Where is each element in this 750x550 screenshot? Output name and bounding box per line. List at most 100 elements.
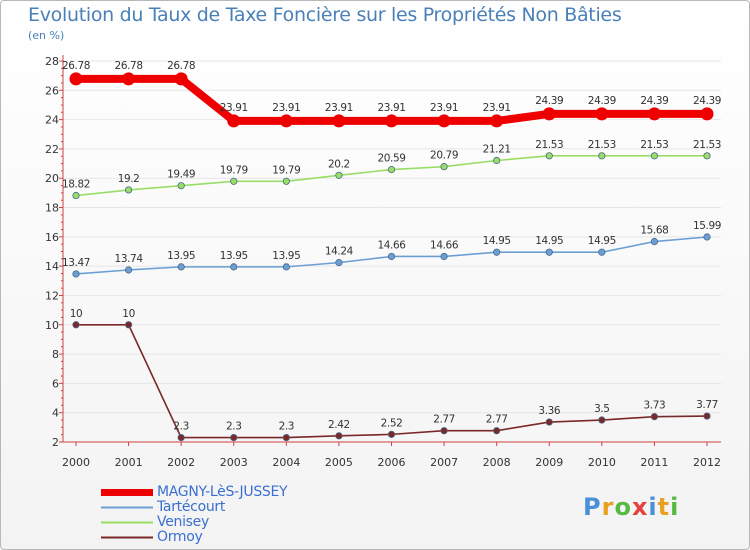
y-tick-label: 10: [45, 319, 59, 332]
data-point: [598, 152, 606, 160]
data-label: 14.95: [535, 235, 563, 247]
data-point: [440, 252, 448, 261]
data-point: [385, 114, 398, 128]
data-point: [387, 430, 396, 438]
data-label: 26.78: [115, 60, 143, 72]
legend-item: Tartécourt: [101, 500, 287, 515]
data-label: 19.79: [220, 164, 248, 176]
data-point: [650, 237, 659, 246]
y-tick-label: 8: [52, 348, 59, 361]
data-label: 19.79: [272, 164, 300, 176]
data-point: [545, 152, 553, 160]
legend-swatch: [101, 489, 153, 496]
data-label: 21.21: [483, 143, 511, 155]
data-label: 23.91: [430, 102, 458, 114]
data-label: 2.3: [279, 421, 295, 433]
data-label: 10: [70, 308, 83, 320]
data-label: 14.24: [325, 246, 354, 258]
data-label: 24.39: [693, 95, 721, 107]
legend-swatch: [101, 521, 153, 524]
data-point: [177, 182, 185, 190]
y-tick-label: 22: [45, 143, 59, 156]
data-point: [703, 233, 711, 241]
data-point: [542, 107, 556, 121]
data-point: [174, 72, 188, 86]
data-label: 2.52: [381, 417, 403, 429]
data-point: [387, 252, 396, 261]
x-tick-label: 2003: [220, 456, 248, 469]
data-label: 15.68: [640, 225, 668, 237]
data-label: 26.78: [167, 60, 195, 72]
data-point: [335, 259, 343, 267]
data-point: [177, 434, 185, 442]
y-tick-label: 20: [45, 172, 59, 185]
legend-label: Venisey: [157, 514, 209, 530]
data-point: [124, 321, 133, 329]
data-point: [703, 412, 711, 420]
data-point: [122, 72, 136, 86]
data-point: [440, 163, 448, 171]
data-label: 2.42: [328, 419, 350, 431]
data-label: 3.36: [538, 405, 560, 417]
data-point: [598, 416, 606, 424]
data-point: [124, 266, 133, 274]
data-point: [72, 321, 80, 329]
data-point: [595, 107, 609, 121]
data-label: 21.53: [535, 139, 563, 151]
data-label: 3.77: [696, 399, 718, 411]
logo-letter: o: [614, 493, 632, 521]
data-point: [650, 413, 659, 421]
data-label: 14.95: [588, 235, 616, 247]
data-label: 19.49: [167, 169, 195, 181]
legend-swatch: [101, 506, 153, 509]
x-tick-label: 2004: [272, 456, 300, 469]
data-label: 2.3: [226, 421, 242, 433]
data-point: [282, 434, 290, 442]
data-point: [69, 72, 83, 86]
data-point: [703, 152, 711, 160]
logo-letter: x: [631, 493, 649, 521]
legend: MAGNY-LèS-JUSSEY Tartécourt Venisey Ormo…: [101, 485, 288, 545]
data-label: 2.77: [486, 414, 508, 426]
x-tick-label: 2009: [535, 456, 563, 469]
y-tick-label: 26: [45, 84, 59, 97]
data-point: [279, 114, 293, 128]
data-label: 21.53: [693, 139, 721, 151]
data-point: [72, 191, 80, 200]
data-point: [545, 418, 553, 426]
data-label: 13.95: [220, 250, 248, 262]
data-point: [230, 263, 238, 271]
data-point: [227, 114, 241, 128]
data-label: 19.2: [118, 173, 140, 185]
data-label: 20.2: [328, 158, 350, 170]
proxiti-logo: Proxiti: [583, 493, 679, 521]
data-point: [282, 263, 290, 271]
chart-title: Evolution du Taux de Taxe Foncière sur l…: [28, 4, 622, 26]
data-label: 23.91: [483, 102, 511, 114]
data-label: 21.53: [588, 139, 616, 151]
y-tick-label: 12: [45, 289, 59, 302]
data-point: [647, 107, 661, 121]
data-point: [332, 114, 346, 128]
data-point: [282, 177, 290, 185]
data-point: [124, 186, 133, 194]
y-tick-label: 14: [45, 260, 59, 273]
x-tick-label: 2006: [378, 456, 406, 469]
logo-letter: i: [648, 493, 658, 521]
data-label: 24.39: [535, 95, 563, 107]
y-tick-label: 2: [52, 436, 59, 449]
x-tick-label: 2011: [640, 456, 668, 469]
x-tick-label: 2002: [167, 456, 195, 469]
data-label: 20.79: [430, 150, 458, 162]
data-label: 13.95: [272, 250, 300, 262]
x-tick-label: 2005: [325, 456, 353, 469]
data-label: 24.39: [588, 95, 616, 107]
y-tick-label: 24: [45, 114, 59, 127]
data-label: 23.91: [220, 102, 248, 114]
data-point: [700, 107, 714, 121]
data-point: [230, 177, 238, 185]
data-point: [490, 114, 504, 128]
data-point: [177, 263, 185, 271]
data-point: [650, 152, 659, 160]
